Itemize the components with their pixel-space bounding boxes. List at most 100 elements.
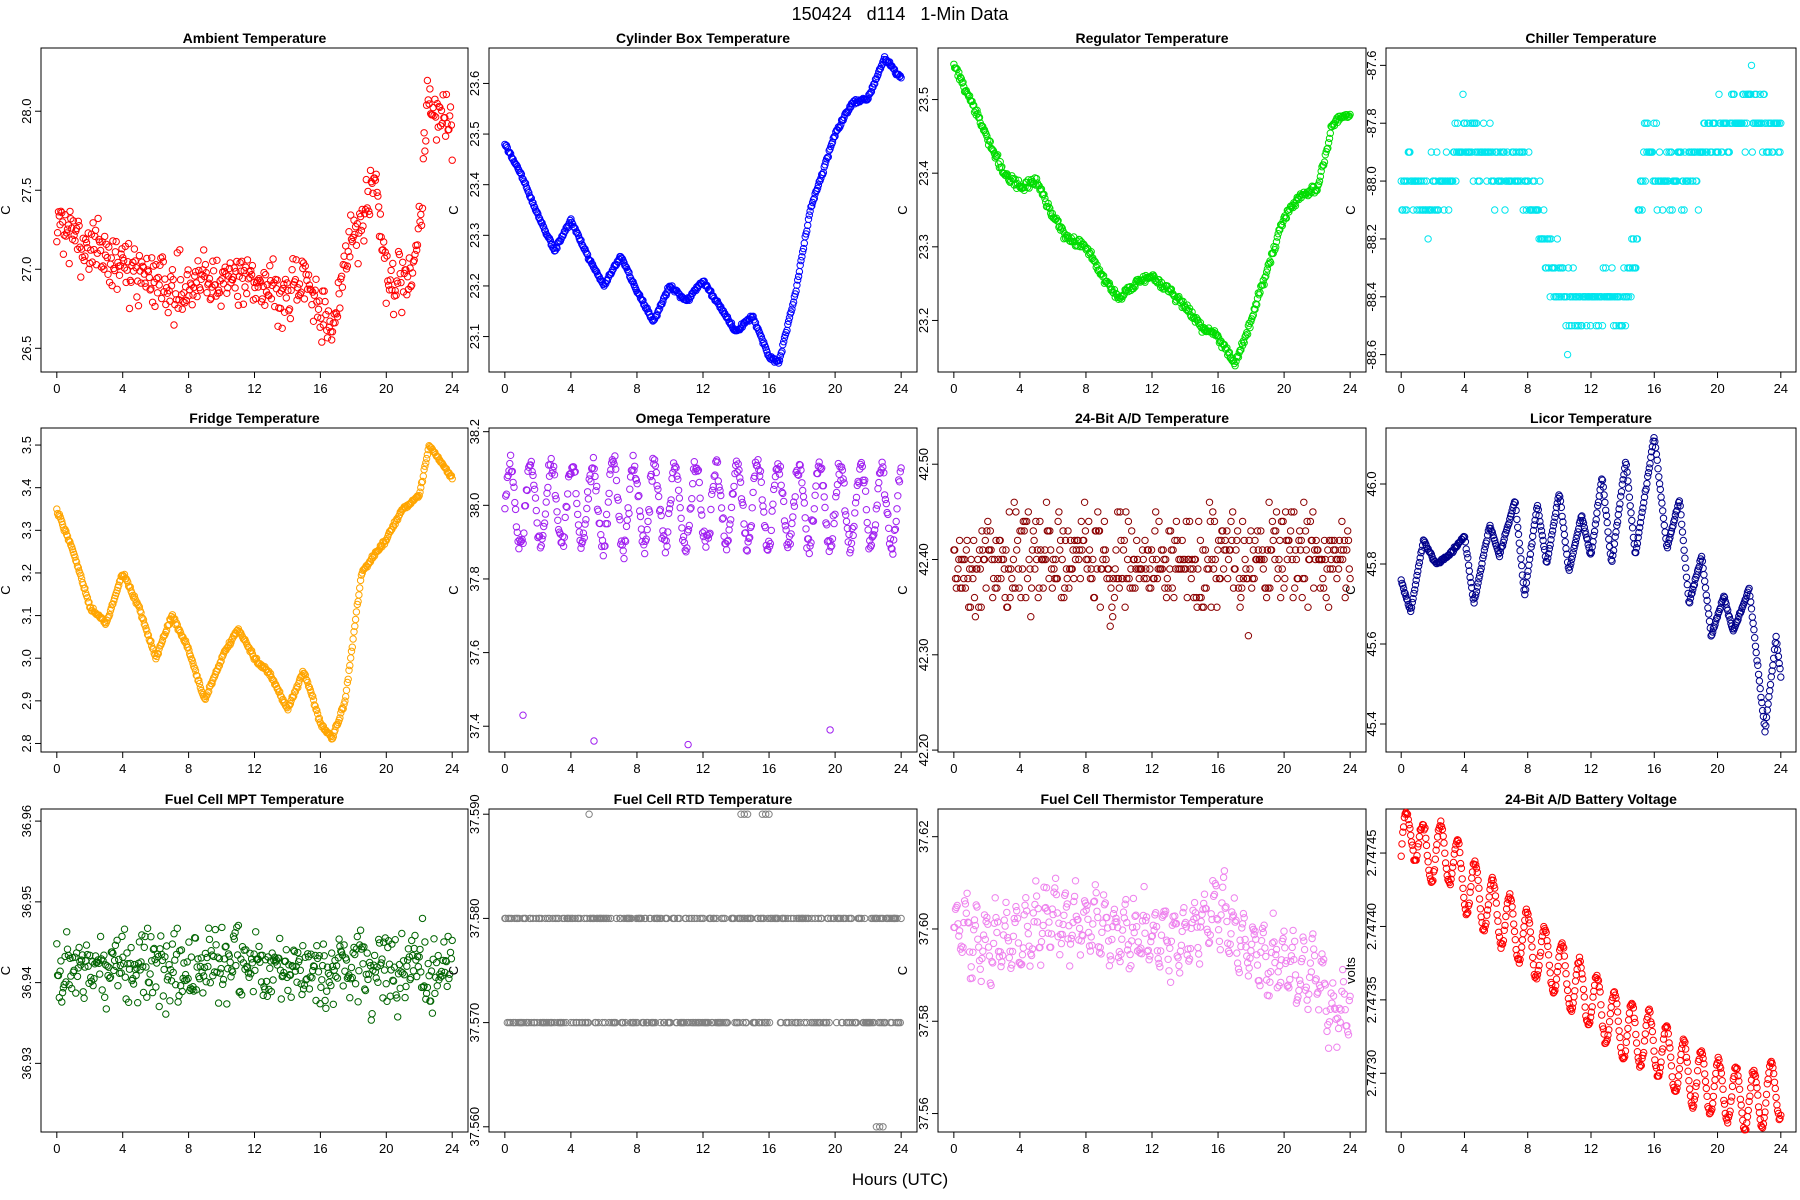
data-point: [1648, 148, 1657, 156]
data-point: [339, 982, 347, 990]
data-point: [162, 300, 170, 309]
data-point: [800, 499, 808, 507]
data-point: [79, 581, 87, 589]
data-point: [276, 289, 284, 297]
data-point: [317, 314, 325, 322]
data-point: [1292, 555, 1301, 564]
data-point: [340, 941, 348, 949]
data-point: [201, 260, 210, 269]
data-point: [1586, 322, 1595, 330]
x-tick-label: 8: [1082, 381, 1089, 396]
data-point: [1163, 574, 1172, 583]
data-point: [1170, 593, 1178, 602]
data-point: [380, 238, 388, 246]
data-point: [756, 467, 765, 475]
data-point: [695, 478, 703, 487]
data-point: [53, 238, 61, 246]
data-point: [1286, 527, 1295, 535]
data-point: [1131, 283, 1139, 291]
data-point: [820, 493, 828, 501]
x-tick-label: 4: [1461, 381, 1468, 396]
data-point: [1683, 580, 1692, 589]
data-point: [108, 600, 116, 609]
data-point: [981, 536, 989, 545]
data-point: [559, 542, 568, 550]
data-point: [1563, 293, 1571, 301]
data-point: [1162, 593, 1171, 602]
data-point: [1273, 233, 1282, 241]
data-point: [399, 969, 407, 977]
data-point: [291, 275, 300, 284]
y-axis-label: C: [0, 585, 13, 594]
data-point: [621, 261, 629, 270]
data-point: [882, 499, 890, 508]
x-tick-label: 24: [445, 761, 459, 776]
y-tick-label: 42.30: [916, 639, 931, 672]
data-point: [760, 338, 768, 346]
data-point: [655, 492, 663, 501]
data-point: [1272, 508, 1281, 516]
y-tick-label: 38.0: [467, 493, 482, 518]
data-point: [1227, 517, 1235, 526]
data-point: [422, 459, 430, 467]
data-point: [530, 481, 538, 489]
data-point: [1684, 177, 1692, 185]
data-point: [269, 976, 277, 984]
data-point: [1751, 634, 1759, 642]
data-point: [1100, 517, 1109, 526]
data-point: [232, 961, 240, 970]
data-point: [757, 478, 765, 486]
data-point: [273, 276, 281, 284]
data-point: [1766, 687, 1774, 695]
data-point: [1276, 536, 1284, 545]
data-point: [1424, 235, 1432, 243]
data-point: [359, 222, 367, 230]
data-point: [837, 121, 845, 129]
data-point: [1064, 527, 1072, 535]
data-point: [1232, 357, 1240, 366]
data-point: [394, 279, 402, 287]
data-point: [418, 204, 427, 213]
y-tick-label: -87.6: [1364, 51, 1379, 81]
data-point: [1518, 561, 1526, 570]
y-tick-label: 27.0: [19, 257, 34, 282]
data-point: [418, 477, 427, 486]
data-point: [527, 457, 535, 466]
data-point: [223, 1000, 231, 1008]
data-point: [1632, 264, 1640, 272]
data-point: [1678, 520, 1686, 528]
data-point: [1777, 673, 1785, 681]
data-point: [1741, 148, 1749, 156]
data-point: [1501, 206, 1509, 214]
data-point: [280, 280, 288, 288]
data-point: [894, 492, 902, 500]
data-point: [617, 253, 625, 261]
data-point: [1560, 530, 1569, 539]
data-point: [515, 545, 523, 553]
data-point: [339, 705, 347, 713]
data-point: [391, 520, 399, 528]
data-point: [247, 271, 256, 279]
data-point: [252, 928, 260, 936]
data-point: [133, 293, 141, 301]
data-point: [71, 553, 79, 561]
data-point: [1261, 273, 1269, 282]
data-point: [343, 678, 352, 687]
data-point: [688, 495, 696, 503]
data-point: [395, 250, 404, 259]
data-point: [1081, 527, 1090, 535]
data-point: [1221, 536, 1229, 545]
data-point: [677, 514, 685, 522]
data-point: [338, 283, 347, 291]
data-point: [1534, 206, 1543, 214]
data-point: [1704, 604, 1712, 612]
data-point: [1089, 555, 1097, 564]
data-point: [179, 297, 187, 306]
data-point: [116, 261, 125, 270]
data-point: [1036, 517, 1044, 526]
data-point: [833, 480, 842, 489]
data-point: [1772, 632, 1780, 641]
data-point: [819, 168, 828, 177]
data-point: [790, 502, 799, 510]
data-point: [329, 733, 337, 741]
